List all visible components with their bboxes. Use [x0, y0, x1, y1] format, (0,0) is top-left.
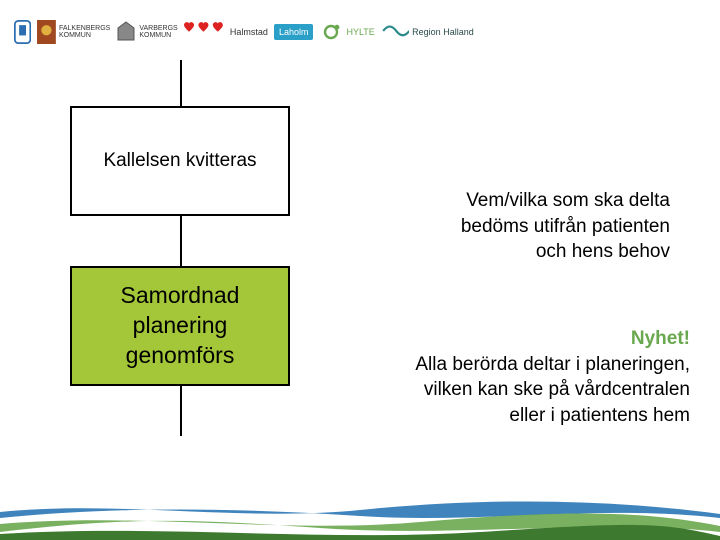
annotation-nyhet-accent: Nyhet! — [631, 328, 690, 349]
flow-box-kallelsen-text: Kallelsen kvitteras — [103, 149, 256, 174]
flow-box-samordnad: Samordnadplaneringgenomförs — [70, 266, 290, 386]
logo-varberg-label: VARBERGSKOMMUN — [139, 25, 177, 39]
logo-region-halland: Region Halland — [381, 17, 474, 47]
logo-falkenberg: FALKENBERGSKOMMUN — [37, 17, 110, 47]
flow-connector-bottom — [180, 386, 182, 436]
logo-laholm-label: Laholm — [274, 24, 314, 40]
logo-falkenberg-label: FALKENBERGSKOMMUN — [59, 25, 110, 39]
logo-region-halland-label: Region Halland — [412, 28, 474, 37]
annotation-nyhet: Nyhet! Alla berörda deltar i planeringen… — [360, 326, 690, 429]
logo-laholm: Laholm — [274, 17, 314, 47]
annotation-nyhet-body: Alla berörda deltar i planeringen,vilken… — [415, 354, 690, 426]
flow-connector-mid — [180, 216, 182, 266]
footer-decoration — [0, 494, 720, 540]
flow-connector-top — [180, 60, 182, 106]
flow-box-kallelsen: Kallelsen kvitteras — [70, 106, 290, 216]
logo-halmstad-label: Halmstad — [230, 28, 268, 37]
logo-varberg: VARBERGSKOMMUN — [116, 17, 177, 47]
logo-halmstad: Halmstad — [184, 17, 268, 47]
logo-kungsbacka — [14, 17, 31, 47]
logo-hylte: HYLTE — [319, 17, 374, 47]
logo-hylte-label: HYLTE — [346, 28, 374, 37]
header-logo-strip: FALKENBERGSKOMMUN VARBERGSKOMMUN Halmsta… — [14, 12, 474, 52]
flow-box-samordnad-text: Samordnadplaneringgenomförs — [121, 281, 240, 371]
annotation-vem-vilka-text: Vem/vilka som ska deltabedöms utifrån pa… — [461, 190, 670, 262]
annotation-vem-vilka: Vem/vilka som ska deltabedöms utifrån pa… — [370, 188, 670, 265]
